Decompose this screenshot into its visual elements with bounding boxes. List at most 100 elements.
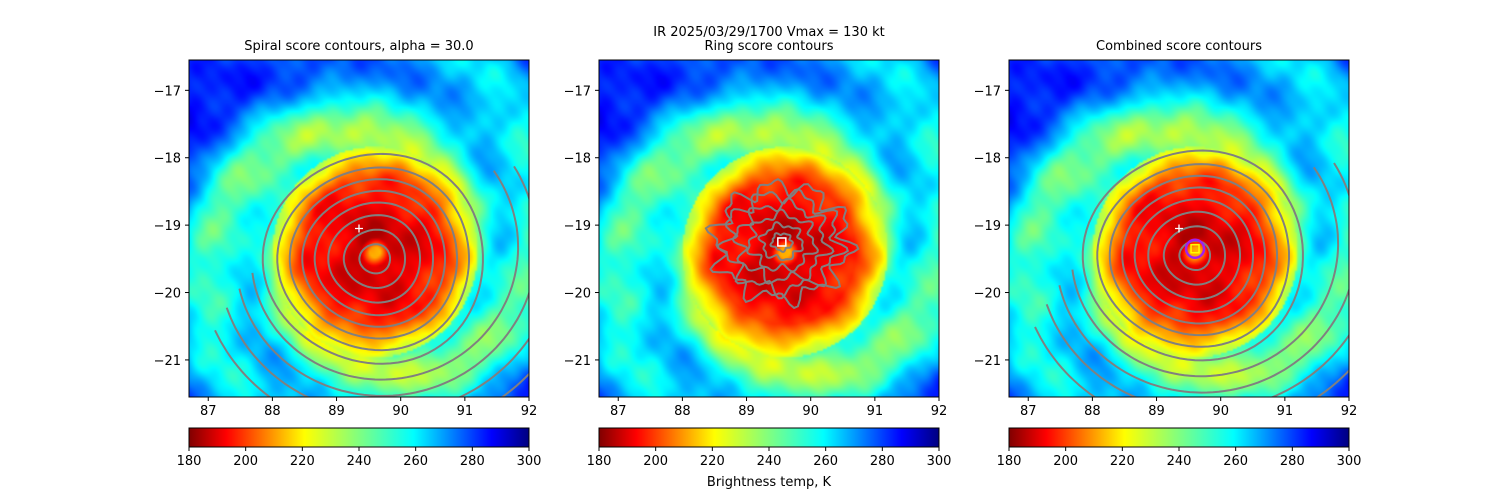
y-tick-label: −18 bbox=[154, 152, 181, 167]
figure-suptitle: IR 2025/03/29/1700 Vmax = 130 kt bbox=[653, 25, 884, 40]
x-tick-label: 91 bbox=[457, 404, 474, 419]
combined-center-marker bbox=[1184, 238, 1206, 259]
y-tick-label: −17 bbox=[564, 84, 591, 99]
brightness-temp-image bbox=[599, 60, 939, 397]
spiral-contour bbox=[261, 152, 484, 365]
colorbar-tick-label: 280 bbox=[870, 454, 895, 469]
y-tick-label: −19 bbox=[564, 219, 591, 234]
spiral-contour bbox=[1133, 198, 1254, 313]
colorbar-tick-label: 260 bbox=[813, 454, 838, 469]
spiral-contour bbox=[238, 165, 529, 397]
ring-center-marker bbox=[777, 237, 787, 247]
panel-title: Combined score contours bbox=[1096, 39, 1262, 54]
x-tick-label: 89 bbox=[328, 404, 345, 419]
colorbar-tick-label: 220 bbox=[290, 454, 315, 469]
y-tick-label: −17 bbox=[974, 84, 1001, 99]
spiral-contour bbox=[358, 243, 391, 275]
spiral-contour bbox=[225, 307, 529, 397]
spiral-contour bbox=[327, 214, 421, 304]
x-tick-label: 90 bbox=[802, 404, 819, 419]
spiral-contour bbox=[1108, 174, 1278, 337]
colorbar-gradient bbox=[188, 427, 530, 448]
contour-group bbox=[214, 152, 529, 397]
y-tick-label: −20 bbox=[154, 287, 181, 302]
colorbar-tick-label: 260 bbox=[403, 454, 428, 469]
y-tick-label: −18 bbox=[564, 152, 591, 167]
spiral-contour bbox=[276, 166, 470, 352]
y-tick-label: −20 bbox=[974, 287, 1001, 302]
panels: Spiral score contours, alpha = 30.0 87 88 8… bbox=[154, 39, 1362, 469]
x-tick-label: 90 bbox=[1212, 404, 1229, 419]
colorbar-tick-label: 200 bbox=[1053, 454, 1078, 469]
spiral-contour bbox=[1058, 162, 1349, 394]
y-tick-label: −19 bbox=[974, 219, 1001, 234]
panel-3: Combined score contours 87 88 89 90 91 92 −17 −1… bbox=[974, 39, 1362, 469]
y-tick-label: −18 bbox=[974, 152, 1001, 167]
x-tick-label: 91 bbox=[1277, 404, 1294, 419]
panel-2: Ring score contours 87 88 89 90 91 92 −17 −18 −19… bbox=[564, 39, 952, 469]
x-tick-label: 87 bbox=[200, 404, 217, 419]
spiral-contour bbox=[1096, 163, 1290, 348]
colorbar-tick-label: 180 bbox=[177, 454, 202, 469]
colorbar-label: Brightness temp, K bbox=[707, 475, 832, 490]
x-tick-label: 92 bbox=[521, 404, 538, 419]
colorbar-tick-label: 240 bbox=[757, 454, 782, 469]
x-tick-label: 89 bbox=[738, 404, 755, 419]
x-tick-label: 91 bbox=[867, 404, 884, 419]
colorbar-gradient bbox=[598, 427, 940, 448]
colorbar-tick-label: 180 bbox=[587, 454, 612, 469]
y-tick-label: −21 bbox=[154, 354, 181, 369]
axes-frame bbox=[598, 59, 940, 398]
y-tick-label: −19 bbox=[154, 219, 181, 234]
y-tick-label: −21 bbox=[974, 354, 1001, 369]
spiral-contour bbox=[1147, 210, 1241, 301]
x-tick-label: 88 bbox=[1084, 404, 1101, 419]
best-center-marker bbox=[1190, 243, 1200, 254]
x-tick-label: 87 bbox=[1020, 404, 1037, 419]
spiral-contour bbox=[1071, 166, 1340, 378]
colorbar-tick-label: 300 bbox=[1337, 454, 1362, 469]
x-tick-label: 92 bbox=[1341, 404, 1358, 419]
x-tick-label: 90 bbox=[392, 404, 409, 419]
spiral-contour bbox=[313, 201, 434, 317]
ring-contour bbox=[769, 232, 794, 253]
colorbar-tick-label: 180 bbox=[997, 454, 1022, 469]
y-tick-label: −20 bbox=[564, 287, 591, 302]
x-tick-label: 89 bbox=[1148, 404, 1165, 419]
spiral-contour bbox=[288, 178, 458, 340]
colorbar-tick-label: 220 bbox=[1110, 454, 1135, 469]
spiral-contour bbox=[1081, 149, 1304, 362]
spiral-contour bbox=[342, 228, 406, 290]
y-tick-label: −21 bbox=[564, 354, 591, 369]
colorbar: 180 200 220 240 260 280 300 bbox=[997, 427, 1362, 469]
x-tick-label: 88 bbox=[674, 404, 691, 419]
colorbar-tick-label: 220 bbox=[700, 454, 725, 469]
colorbar-tick-label: 280 bbox=[1280, 454, 1305, 469]
x-tick-label: 88 bbox=[264, 404, 281, 419]
axes-frame bbox=[188, 59, 530, 398]
ring-contour bbox=[757, 221, 804, 262]
colorbar-tick-label: 280 bbox=[460, 454, 485, 469]
colorbar-tick-label: 300 bbox=[517, 454, 542, 469]
panel-1: Spiral score contours, alpha = 30.0 87 88 8… bbox=[154, 39, 542, 469]
spiral-contour bbox=[1162, 225, 1226, 286]
contour-group bbox=[1034, 149, 1349, 397]
panel-title: Ring score contours bbox=[704, 39, 833, 54]
ring-contour bbox=[716, 188, 849, 300]
colorbar-tick-label: 240 bbox=[1167, 454, 1192, 469]
colorbar-tick-label: 300 bbox=[927, 454, 952, 469]
x-tick-label: 92 bbox=[931, 404, 948, 419]
axes-frame bbox=[1008, 59, 1350, 398]
colorbar-tick-label: 200 bbox=[233, 454, 258, 469]
colorbar: 180 200 220 240 260 280 300 bbox=[177, 427, 542, 469]
panel-title: Spiral score contours, alpha = 30.0 bbox=[244, 39, 473, 54]
colorbar-gradient bbox=[1008, 427, 1350, 448]
first-guess-marker bbox=[1175, 224, 1183, 233]
spiral-contour bbox=[1121, 186, 1266, 325]
spiral-contour bbox=[1045, 303, 1349, 397]
ring-contour bbox=[704, 178, 860, 310]
x-tick-label: 87 bbox=[610, 404, 627, 419]
colorbar-tick-label: 260 bbox=[1223, 454, 1248, 469]
y-tick-label: −17 bbox=[154, 84, 181, 99]
